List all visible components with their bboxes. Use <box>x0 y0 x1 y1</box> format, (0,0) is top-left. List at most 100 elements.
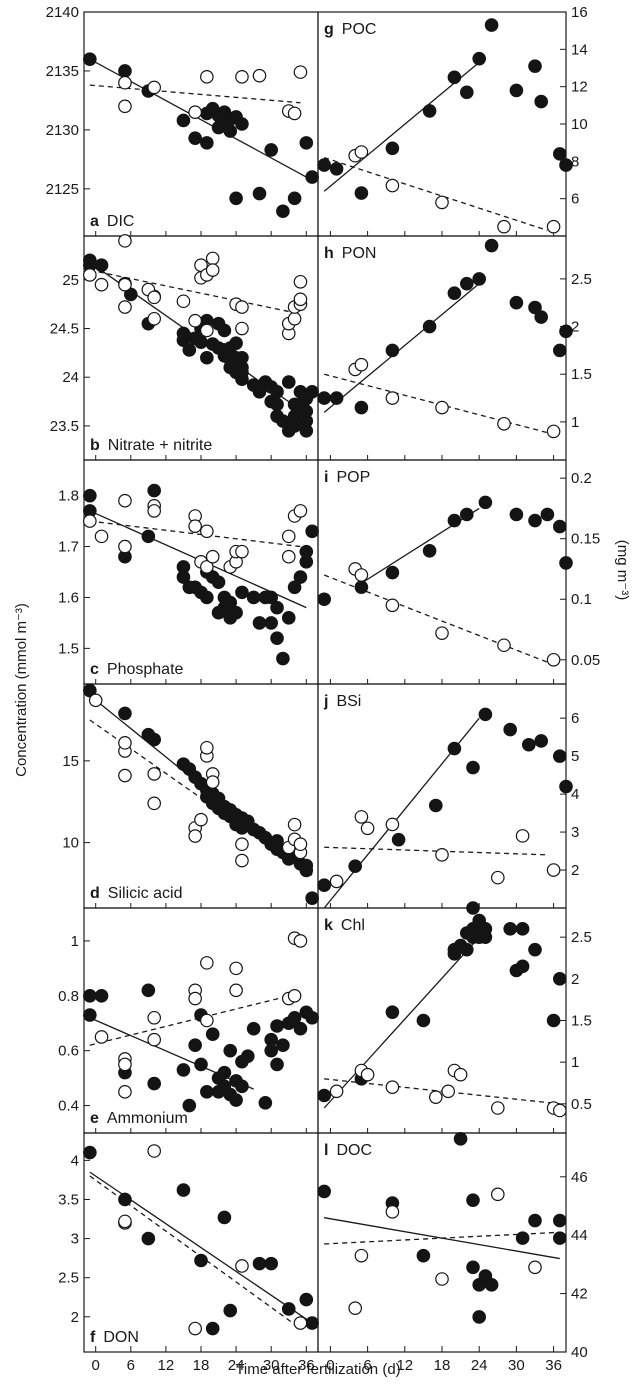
data-point-open <box>354 145 369 159</box>
y-tick-label: 0.1 <box>571 591 592 608</box>
panel-b: 23.5 24 24.5 25 b Nitrate + nitrite <box>50 234 319 461</box>
data-point-open <box>188 991 202 1006</box>
y-tick-label: 40 <box>571 1344 588 1361</box>
data-point-open <box>188 1321 202 1336</box>
data-point-open <box>546 219 561 234</box>
panel-label: h PON <box>324 245 376 262</box>
panel-l: 40 42 44 46 0 6 12 18 24 30 36 l DOC <box>317 1132 588 1374</box>
panel-label: f DON <box>90 1329 139 1346</box>
panel-letter: d <box>90 885 100 902</box>
data-point-filled <box>503 922 517 936</box>
data-point-filled <box>459 276 474 291</box>
y-tick-label: 2 <box>571 971 579 988</box>
data-point-filled <box>281 1302 296 1316</box>
data-point-open <box>176 294 191 309</box>
data-point-filled <box>459 942 474 957</box>
data-point-filled <box>317 592 331 607</box>
data-point-filled <box>472 1310 486 1324</box>
data-point-open <box>385 391 400 405</box>
data-point-open <box>188 105 202 120</box>
panel-letter: b <box>90 437 100 454</box>
data-point-open <box>515 829 530 843</box>
panel-label: k Chl <box>324 917 365 934</box>
data-point-filled <box>270 397 284 412</box>
panel-i: 0.05 0.1 0.15 0.2 i POP <box>317 459 600 685</box>
panel-label: a DIC <box>90 213 134 230</box>
data-point-open <box>188 313 202 328</box>
data-point-filled <box>270 1019 284 1033</box>
data-point-filled <box>552 749 567 763</box>
data-point-filled <box>176 113 191 128</box>
data-point-open <box>188 519 202 533</box>
data-point-filled <box>270 631 284 645</box>
data-point-filled <box>118 706 132 721</box>
y-tick-label: 4 <box>571 786 579 803</box>
data-point-filled <box>281 611 296 625</box>
data-point-filled <box>317 1088 331 1103</box>
data-point-filled <box>478 707 493 722</box>
panel-label: i POP <box>324 469 370 486</box>
data-point-open <box>497 638 511 653</box>
data-point-filled <box>205 1027 220 1042</box>
data-point-filled <box>276 651 290 666</box>
data-point-open <box>88 693 103 708</box>
data-point-open <box>360 821 375 836</box>
data-point-filled <box>276 204 290 219</box>
panel-letter: l <box>324 1142 328 1159</box>
data-point-open <box>235 1259 249 1273</box>
data-point-open <box>118 539 132 554</box>
fit-line-control <box>324 846 548 856</box>
data-point-filled <box>194 335 208 349</box>
data-point-filled <box>141 1231 156 1246</box>
data-point-open <box>329 1084 344 1099</box>
data-point-filled <box>317 878 331 893</box>
data-point-open <box>94 529 109 544</box>
data-point-open <box>118 768 132 783</box>
panel-title: POC <box>342 21 377 38</box>
data-point-filled <box>422 319 437 334</box>
x-tick-label: 30 <box>263 1357 280 1374</box>
data-point-open <box>194 258 208 273</box>
panel-letter: h <box>324 245 334 262</box>
panel-j: 2 3 4 5 6 j BSi <box>317 683 579 909</box>
data-point-filled <box>385 565 400 580</box>
data-point-open <box>293 274 308 289</box>
data-point-open <box>287 989 302 1003</box>
x-tick-label: 18 <box>193 1357 210 1374</box>
data-point-filled <box>217 323 232 338</box>
y-tick-label: 8 <box>571 153 579 170</box>
panel-label: l DOC <box>324 1142 372 1159</box>
data-point-open <box>435 626 449 640</box>
data-point-filled <box>559 158 573 172</box>
data-point-filled <box>264 1043 278 1058</box>
x-tick-label: 24 <box>228 1357 245 1374</box>
y-tick-label: 2130 <box>46 122 79 139</box>
data-point-filled <box>147 1076 161 1091</box>
data-point-filled <box>317 158 331 172</box>
data-point-open <box>385 817 400 832</box>
data-point-filled <box>276 414 290 428</box>
data-point-filled <box>348 859 362 874</box>
data-point-open <box>200 70 214 84</box>
data-point-filled <box>270 385 284 399</box>
data-point-filled <box>235 1079 249 1094</box>
data-point-filled <box>83 52 97 66</box>
data-point-open <box>118 1214 132 1229</box>
data-point-filled <box>354 580 369 594</box>
data-point-open <box>200 323 214 338</box>
data-point-open <box>147 1032 161 1047</box>
y-tick-label: 0.8 <box>58 988 79 1005</box>
data-point-open <box>118 493 132 508</box>
y-tick-label: 44 <box>571 1227 588 1244</box>
panel-frame <box>317 683 567 909</box>
data-point-open <box>252 68 267 83</box>
y-tick-label: 6 <box>571 191 579 208</box>
data-point-filled <box>287 191 302 206</box>
data-point-open <box>118 99 132 114</box>
data-point-filled <box>552 343 567 358</box>
data-point-open <box>348 1301 362 1315</box>
y-tick-label: 2 <box>71 1309 79 1326</box>
data-point-filled <box>235 365 249 380</box>
data-point-filled <box>478 495 493 510</box>
data-point-filled <box>391 832 406 847</box>
